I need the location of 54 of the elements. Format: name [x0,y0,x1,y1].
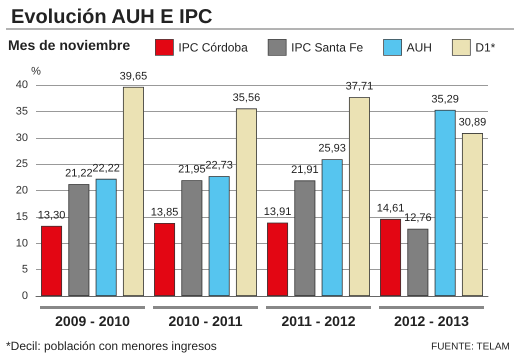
x-tick-label: 2009 - 2010 [55,313,130,329]
data-label: 35,56 [232,92,260,104]
data-label: 25,93 [318,142,346,155]
bar [348,97,370,296]
y-tick-label: 5 [22,264,28,276]
bar [462,133,483,296]
data-label: 30,89 [458,116,486,129]
text: *Decil: población con menores ingresos [6,339,217,353]
legend-title: Mes de noviembre [8,37,130,53]
bar [122,86,144,296]
bar [41,226,62,296]
source-note: FUENTE: TELAM [431,342,510,352]
y-tick-label: 35 [16,105,28,118]
data-label: 22,73 [205,160,233,172]
bar [322,159,343,296]
y-tick-label: 15 [16,210,28,223]
bar [236,108,257,296]
data-label: 39,65 [120,70,148,82]
y-tick-label: 10 [16,237,28,250]
data-label: 37,71 [346,80,374,93]
data-label: 35,29 [431,93,459,106]
bar [208,176,230,296]
bar [407,228,428,296]
x-tick-label: 2012 - 2013 [394,313,470,329]
y-tick-label: 30 [16,132,28,144]
data-label: 21,91 [291,164,319,176]
data-label: 21,22 [65,168,93,180]
chart-title: Evolución AUH E IPC [11,6,213,28]
data-label: 14,61 [376,202,404,214]
bar [380,218,402,296]
bar [154,222,176,296]
bar [434,110,456,296]
y-tick-label: 40 [16,79,28,91]
y-tick-label: 25 [16,158,28,170]
x-tick-label: 2011 - 2012 [282,313,356,329]
data-label: 12,76 [404,212,432,224]
legend-label: AUH [406,40,432,54]
data-label: 13,91 [264,206,292,218]
data-label: 13,85 [150,206,178,218]
y-tick-label: 20 [16,184,28,196]
y-axis-title: % [31,66,42,78]
bar [68,184,90,296]
legend-label: D1* [475,40,496,54]
data-label: 21,95 [178,164,206,176]
x-tick-label: 2010 - 2011 [168,313,243,329]
bar [294,180,316,296]
bar [96,178,117,296]
legend-label: IPC Santa Fe [291,40,364,54]
data-label: 22,22 [92,162,120,174]
bar [181,180,202,296]
bar [267,222,288,296]
legend-label: IPC Córdoba [178,40,248,54]
data-label: 13,30 [38,209,66,222]
y-tick-label: 0 [22,290,28,302]
